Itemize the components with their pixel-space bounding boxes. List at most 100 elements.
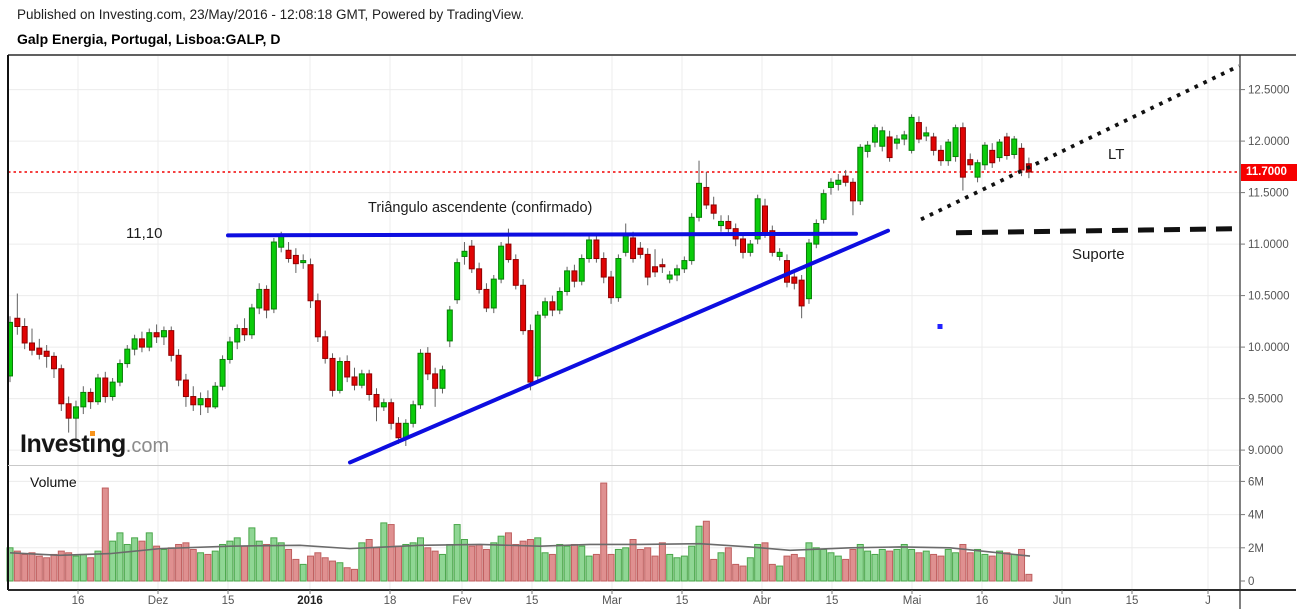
volume-axis-label: 0 xyxy=(1248,576,1254,588)
candle xyxy=(534,314,541,377)
candle xyxy=(930,136,937,151)
candle xyxy=(798,279,805,307)
candle xyxy=(285,249,292,260)
volume-bar xyxy=(702,520,710,582)
price-axis-label: 12.0000 xyxy=(1248,136,1290,148)
annotation-suporte: Suporte xyxy=(1072,246,1125,263)
volume-bar xyxy=(680,555,688,582)
price-axis-label: 11.5000 xyxy=(1248,188,1289,200)
candle xyxy=(630,237,637,260)
blue-dot xyxy=(937,324,943,329)
candle xyxy=(1003,136,1010,157)
volume-bar xyxy=(651,555,659,582)
volume-bar xyxy=(578,545,586,582)
volume-bar xyxy=(475,543,483,582)
volume-bar xyxy=(329,560,337,582)
candle xyxy=(72,406,79,419)
volume-bar xyxy=(285,548,293,582)
candle xyxy=(849,181,856,202)
candle xyxy=(80,391,87,408)
volume-bar xyxy=(299,563,307,582)
candle xyxy=(527,330,534,383)
candle xyxy=(388,402,395,424)
last-price-tag: 11.7000 xyxy=(1241,164,1297,181)
candle xyxy=(182,379,189,398)
volume-bar xyxy=(856,543,864,582)
volume-pane-label: Volume xyxy=(30,474,77,490)
candle xyxy=(498,245,505,280)
volume-bar xyxy=(937,555,945,582)
volume-bar xyxy=(548,553,556,582)
volume-bar xyxy=(746,557,754,582)
volume-bar xyxy=(717,552,725,582)
candle xyxy=(681,260,688,270)
time-axis-label: 2016 xyxy=(297,595,323,607)
volume-bar xyxy=(526,539,534,582)
candle xyxy=(65,403,72,419)
time-axis-label: 15 xyxy=(222,595,235,607)
volume-bar xyxy=(842,558,850,582)
volume-bar xyxy=(153,545,161,582)
time-axis-label: 15 xyxy=(1126,595,1139,607)
candle xyxy=(718,220,725,227)
volume-bar xyxy=(930,553,938,582)
candle xyxy=(417,352,424,406)
volume-bar xyxy=(387,524,395,582)
volume-bar xyxy=(1010,553,1018,582)
candle xyxy=(974,162,981,178)
volume-bar xyxy=(622,547,630,582)
candle xyxy=(175,354,182,381)
volume-bar xyxy=(563,545,571,582)
volume-bar xyxy=(783,555,791,582)
candle xyxy=(989,149,996,164)
volume-bar xyxy=(710,558,718,582)
volume-bar xyxy=(263,543,271,582)
logo-text-right: ng xyxy=(96,430,126,458)
volume-bar xyxy=(585,555,593,582)
volume-bar xyxy=(182,542,190,582)
annotation-triangle: Triângulo ascendente (confirmado) xyxy=(368,200,593,216)
volume-ma-line xyxy=(9,542,1031,557)
volume-bar xyxy=(160,548,168,582)
candle xyxy=(981,144,988,166)
volume-bar xyxy=(754,543,762,582)
volume-bar xyxy=(197,552,205,582)
volume-bar xyxy=(739,565,747,582)
candle xyxy=(322,336,329,359)
volume-bar xyxy=(908,548,916,582)
volume-bar xyxy=(695,525,703,582)
candle xyxy=(292,254,299,265)
candle xyxy=(28,342,35,351)
volume-bar xyxy=(636,548,644,582)
candle xyxy=(454,262,461,301)
volume-bar xyxy=(871,553,879,582)
volume-bar xyxy=(211,550,219,582)
candle xyxy=(300,260,307,264)
volume-bar xyxy=(101,487,109,582)
candle xyxy=(270,241,277,310)
candle xyxy=(241,328,248,336)
candle xyxy=(842,175,849,183)
volume-bar xyxy=(468,545,476,582)
candle xyxy=(21,326,28,344)
candle xyxy=(138,338,145,348)
candle xyxy=(915,122,922,140)
volume-bar xyxy=(175,543,183,582)
volume-bar xyxy=(878,548,886,582)
candle xyxy=(886,136,893,159)
candle xyxy=(937,149,944,162)
volume-bar xyxy=(380,522,388,582)
investing-logo: Investı ng.com xyxy=(20,430,169,459)
candle xyxy=(615,258,622,299)
candle xyxy=(36,347,43,355)
volume-bar xyxy=(556,543,564,582)
volume-bar xyxy=(87,557,95,582)
time-axis-label: 16 xyxy=(72,595,85,607)
time-axis-label: Abr xyxy=(753,595,771,607)
volume-bar xyxy=(431,550,439,582)
candle xyxy=(908,116,915,151)
published-line: Published on Investing.com, 23/May/2016 … xyxy=(17,7,525,22)
volume-bar xyxy=(438,553,446,582)
candle xyxy=(893,138,900,144)
